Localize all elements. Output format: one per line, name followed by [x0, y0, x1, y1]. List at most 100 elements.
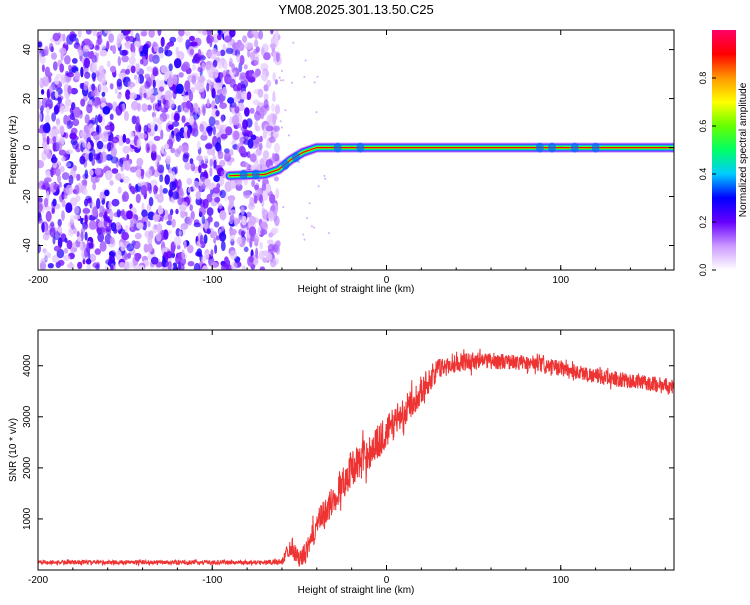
spectrogram-noise-cell [117, 56, 122, 67]
spectrogram-noise-cell [130, 100, 139, 111]
spectrogram-noise-cell [175, 83, 184, 95]
spectrogram-noise-cell [147, 87, 151, 98]
spectrogram-noise-cell [233, 130, 240, 141]
spectrogram-noise-cell [174, 148, 181, 158]
spectrogram-noise-cell [246, 151, 251, 159]
spectrogram-noise-cell [59, 194, 64, 203]
spectrogram-noise-cell [118, 72, 127, 78]
spectrogram-noise-cell [84, 71, 91, 79]
spectrogram-noise-cell [122, 133, 127, 143]
spectrogram-noise-cell [72, 140, 79, 150]
spectrogram-noise-cell [171, 218, 176, 228]
spectrogram-noise-cell [255, 247, 259, 259]
spectrogram-noise-cell [132, 45, 136, 54]
spectrogram-noise-cell [273, 176, 279, 182]
spectrogram-noise-cell [231, 63, 235, 73]
spectrogram-speck [287, 134, 290, 137]
spectrogram-noise-cell [230, 178, 236, 190]
spectrogram-noise-cell [212, 126, 216, 136]
spectrogram-noise-cell [190, 162, 196, 172]
spectrogram-noise-cell [77, 261, 83, 270]
spectrogram-speck [279, 120, 282, 123]
spectrogram-noise-cell [210, 249, 214, 257]
spectrogram-noise-cell [160, 65, 168, 74]
spectrogram-speck [303, 75, 306, 78]
spectrogram-noise-cell [202, 265, 209, 270]
spectrogram-noise-cell [119, 49, 128, 56]
spectrogram-noise-cell [260, 221, 268, 229]
spectrogram-noise-cell [148, 196, 154, 207]
spectrogram-noise-cell [66, 240, 73, 250]
spectrogram-noise-cell [275, 188, 280, 199]
spectrogram-noise-cell [122, 30, 131, 35]
spectrogram-noise-cell [98, 212, 103, 218]
spectrogram-track-blip [548, 142, 556, 153]
spectrogram-noise-cell [233, 217, 239, 227]
spectrogram-noise-cell [217, 30, 222, 36]
spectrogram-noise-cell [274, 104, 281, 115]
spectrogram-noise-cell [84, 214, 88, 225]
spectrogram-noise-cell [155, 79, 161, 87]
spectrogram-noise-cell [121, 55, 129, 63]
spectrogram-noise-cell [216, 88, 224, 95]
spectrogram-noise-cell [160, 129, 164, 140]
spectrogram-noise-cell [40, 89, 45, 95]
spectrogram-cells [38, 30, 674, 270]
spectrogram-noise-cell [254, 39, 259, 48]
spectrogram-noise-cell [229, 149, 234, 156]
spectrogram-noise-cell [58, 149, 66, 156]
spectrogram-noise-cell [111, 168, 119, 174]
spectrogram-noise-cell [105, 154, 113, 161]
spectrogram-noise-cell [41, 222, 45, 233]
spectrogram-speck [303, 238, 306, 241]
spectrogram-noise-cell [190, 210, 195, 221]
spectrogram-noise-cell [123, 260, 130, 270]
spectrogram-noise-cell [159, 184, 163, 196]
spectrogram-noise-cell [197, 109, 203, 116]
spectrogram-noise-cell [84, 114, 90, 124]
spectrogram-noise-cell [204, 178, 211, 187]
spectrogram-noise-cell [156, 223, 163, 234]
spectrogram-noise-cell [135, 115, 140, 126]
spectrogram-noise-cell [208, 116, 216, 127]
spectrogram-noise-cell [116, 209, 121, 218]
spectrogram-noise-cell [258, 142, 263, 151]
spectrogram-noise-cell [119, 262, 126, 268]
spectrogram-noise-cell [272, 91, 276, 100]
spectrogram-noise-cell [175, 46, 179, 56]
spectrogram-noise-cell [46, 89, 50, 100]
spectrogram-noise-cell [144, 73, 151, 80]
spectrogram-noise-cell [98, 81, 104, 93]
spectrogram-noise-cell [214, 196, 221, 203]
spectrogram-noise-cell [130, 219, 134, 231]
spectrogram-noise-cell [52, 61, 58, 71]
spectrogram-noise-cell [211, 100, 216, 110]
spectrogram-noise-cell [127, 252, 132, 259]
spectrogram-noise-cell [178, 187, 184, 197]
spectrogram-noise-cell [163, 143, 169, 150]
spectrogram-noise-cell [76, 230, 80, 238]
spectrogram-noise-cell [156, 232, 162, 242]
spectrogram-noise-cell [272, 51, 277, 63]
spectrogram-noise-cell [220, 114, 225, 123]
spectrogram-noise-cell [172, 262, 178, 270]
spectrogram-noise-cell [77, 236, 82, 242]
spectrogram-noise-cell [197, 48, 202, 58]
spectrogram-noise-cell [115, 105, 123, 116]
spectrogram-noise-cell [183, 240, 187, 249]
spectrogram-noise-cell [193, 262, 201, 270]
spectrogram-noise-cell [69, 33, 77, 42]
spectrogram-noise-cell [65, 202, 73, 213]
spectrogram-noise-cell [136, 138, 141, 149]
spectrogram-noise-cell [178, 30, 185, 37]
spectrogram-speck [284, 109, 287, 112]
spectrogram-noise-cell [101, 91, 106, 97]
spectrogram-noise-cell [94, 114, 99, 126]
spectrogram-noise-cell [220, 133, 228, 139]
spectrogram-noise-cell [218, 93, 224, 105]
spectrogram-noise-cell [84, 231, 88, 241]
spectrogram-noise-cell [165, 155, 172, 165]
spectrogram-noise-cell [43, 197, 49, 208]
spectrogram-noise-cell [66, 120, 74, 128]
spectrogram-noise-cell [109, 180, 114, 186]
